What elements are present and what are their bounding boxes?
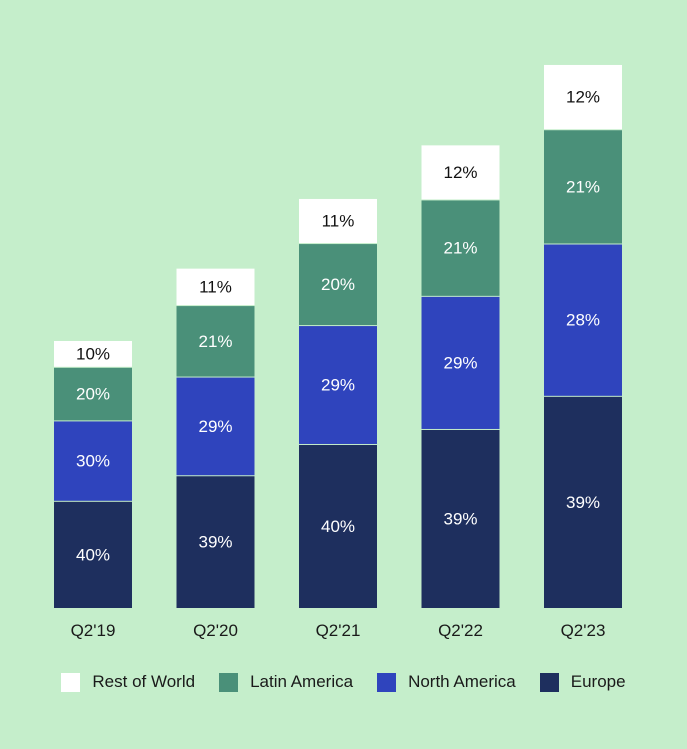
data-label-north-america-q2-22: 29%: [443, 353, 477, 372]
legend-item-rest-of-world: Rest of World: [61, 672, 195, 692]
data-label-rest-of-world-q2-23: 12%: [566, 88, 600, 107]
data-label-north-america-q2-21: 29%: [321, 376, 355, 395]
x-tick-label-q2-21: Q2'21: [316, 621, 361, 640]
data-label-latin-america-q2-22: 21%: [443, 239, 477, 258]
legend-label: Europe: [570, 672, 626, 691]
data-label-latin-america-q2-19: 20%: [76, 385, 110, 404]
x-tick-label-q2-22: Q2'22: [438, 621, 483, 640]
bar-segment-europe-q2-22: [421, 429, 500, 608]
bar-segment-north-america-q2-21: [299, 326, 377, 444]
bar-segment-north-america-q2-19: [54, 421, 132, 501]
stacked-bar-chart: 40% 30% 20% 10% Q2'19 39% 29% 21% 11% Q2'20 40% 29%…: [54, 64, 622, 640]
bar-segment-latin-america-q2-21: [299, 244, 377, 326]
data-label-north-america-q2-23: 28%: [566, 311, 600, 330]
legend: Rest of World Latin America North Americ…: [0, 672, 687, 692]
bar-segment-latin-america-q2-19: [54, 367, 132, 421]
data-label-latin-america-q2-23: 21%: [566, 177, 600, 196]
data-label-rest-of-world-q2-20: 11%: [199, 277, 232, 296]
legend-label: Rest of World: [92, 672, 196, 691]
data-label-rest-of-world-q2-19: 10%: [76, 344, 110, 363]
data-label-latin-america-q2-20: 21%: [198, 332, 232, 351]
bar-segment-rest-of-world-q2-21: [299, 198, 377, 244]
data-label-north-america-q2-19: 30%: [76, 452, 110, 471]
data-label-europe-q2-23: 39%: [566, 493, 600, 512]
legend-swatch-rest-of-world: [61, 672, 81, 692]
bar-segment-latin-america-q2-23: [544, 130, 622, 244]
bar-segment-rest-of-world-q2-23: [544, 64, 622, 130]
legend-item-latin-america: Latin America: [219, 672, 353, 692]
data-label-latin-america-q2-21: 20%: [321, 275, 355, 294]
bar-segment-north-america-q2-20: [176, 377, 255, 476]
x-tick-label-q2-19: Q2'19: [71, 621, 116, 640]
bar-segment-rest-of-world-q2-20: [176, 268, 255, 306]
data-label-europe-q2-20: 39%: [198, 533, 232, 552]
legend-swatch-latin-america: [219, 672, 239, 692]
data-label-north-america-q2-20: 29%: [198, 417, 232, 436]
bar-segment-north-america-q2-22: [421, 296, 500, 429]
bar-segment-latin-america-q2-20: [176, 306, 255, 377]
data-label-europe-q2-19: 40%: [76, 545, 110, 564]
legend-label: Latin America: [250, 672, 354, 691]
bar-segment-europe-q2-21: [299, 444, 377, 608]
data-label-rest-of-world-q2-22: 12%: [443, 163, 477, 182]
bar-segment-europe-q2-23: [544, 396, 622, 608]
legend-swatch-europe: [539, 672, 559, 692]
bar-segment-europe-q2-19: [54, 501, 132, 608]
legend-label: North America: [408, 672, 516, 691]
bar-segment-rest-of-world-q2-19: [54, 341, 132, 367]
x-tick-label-q2-23: Q2'23: [561, 621, 606, 640]
bar-segment-rest-of-world-q2-22: [421, 145, 500, 200]
bar-segment-latin-america-q2-22: [421, 200, 500, 296]
x-tick-label-q2-20: Q2'20: [193, 621, 238, 640]
data-label-europe-q2-22: 39%: [443, 509, 477, 528]
legend-swatch-north-america: [377, 672, 397, 692]
legend-item-europe: Europe: [539, 672, 626, 692]
bar-segment-europe-q2-20: [176, 476, 255, 608]
legend-item-north-america: North America: [377, 672, 516, 692]
bar-segment-north-america-q2-23: [544, 244, 622, 396]
data-label-rest-of-world-q2-21: 11%: [322, 212, 355, 231]
data-label-europe-q2-21: 40%: [321, 517, 355, 536]
